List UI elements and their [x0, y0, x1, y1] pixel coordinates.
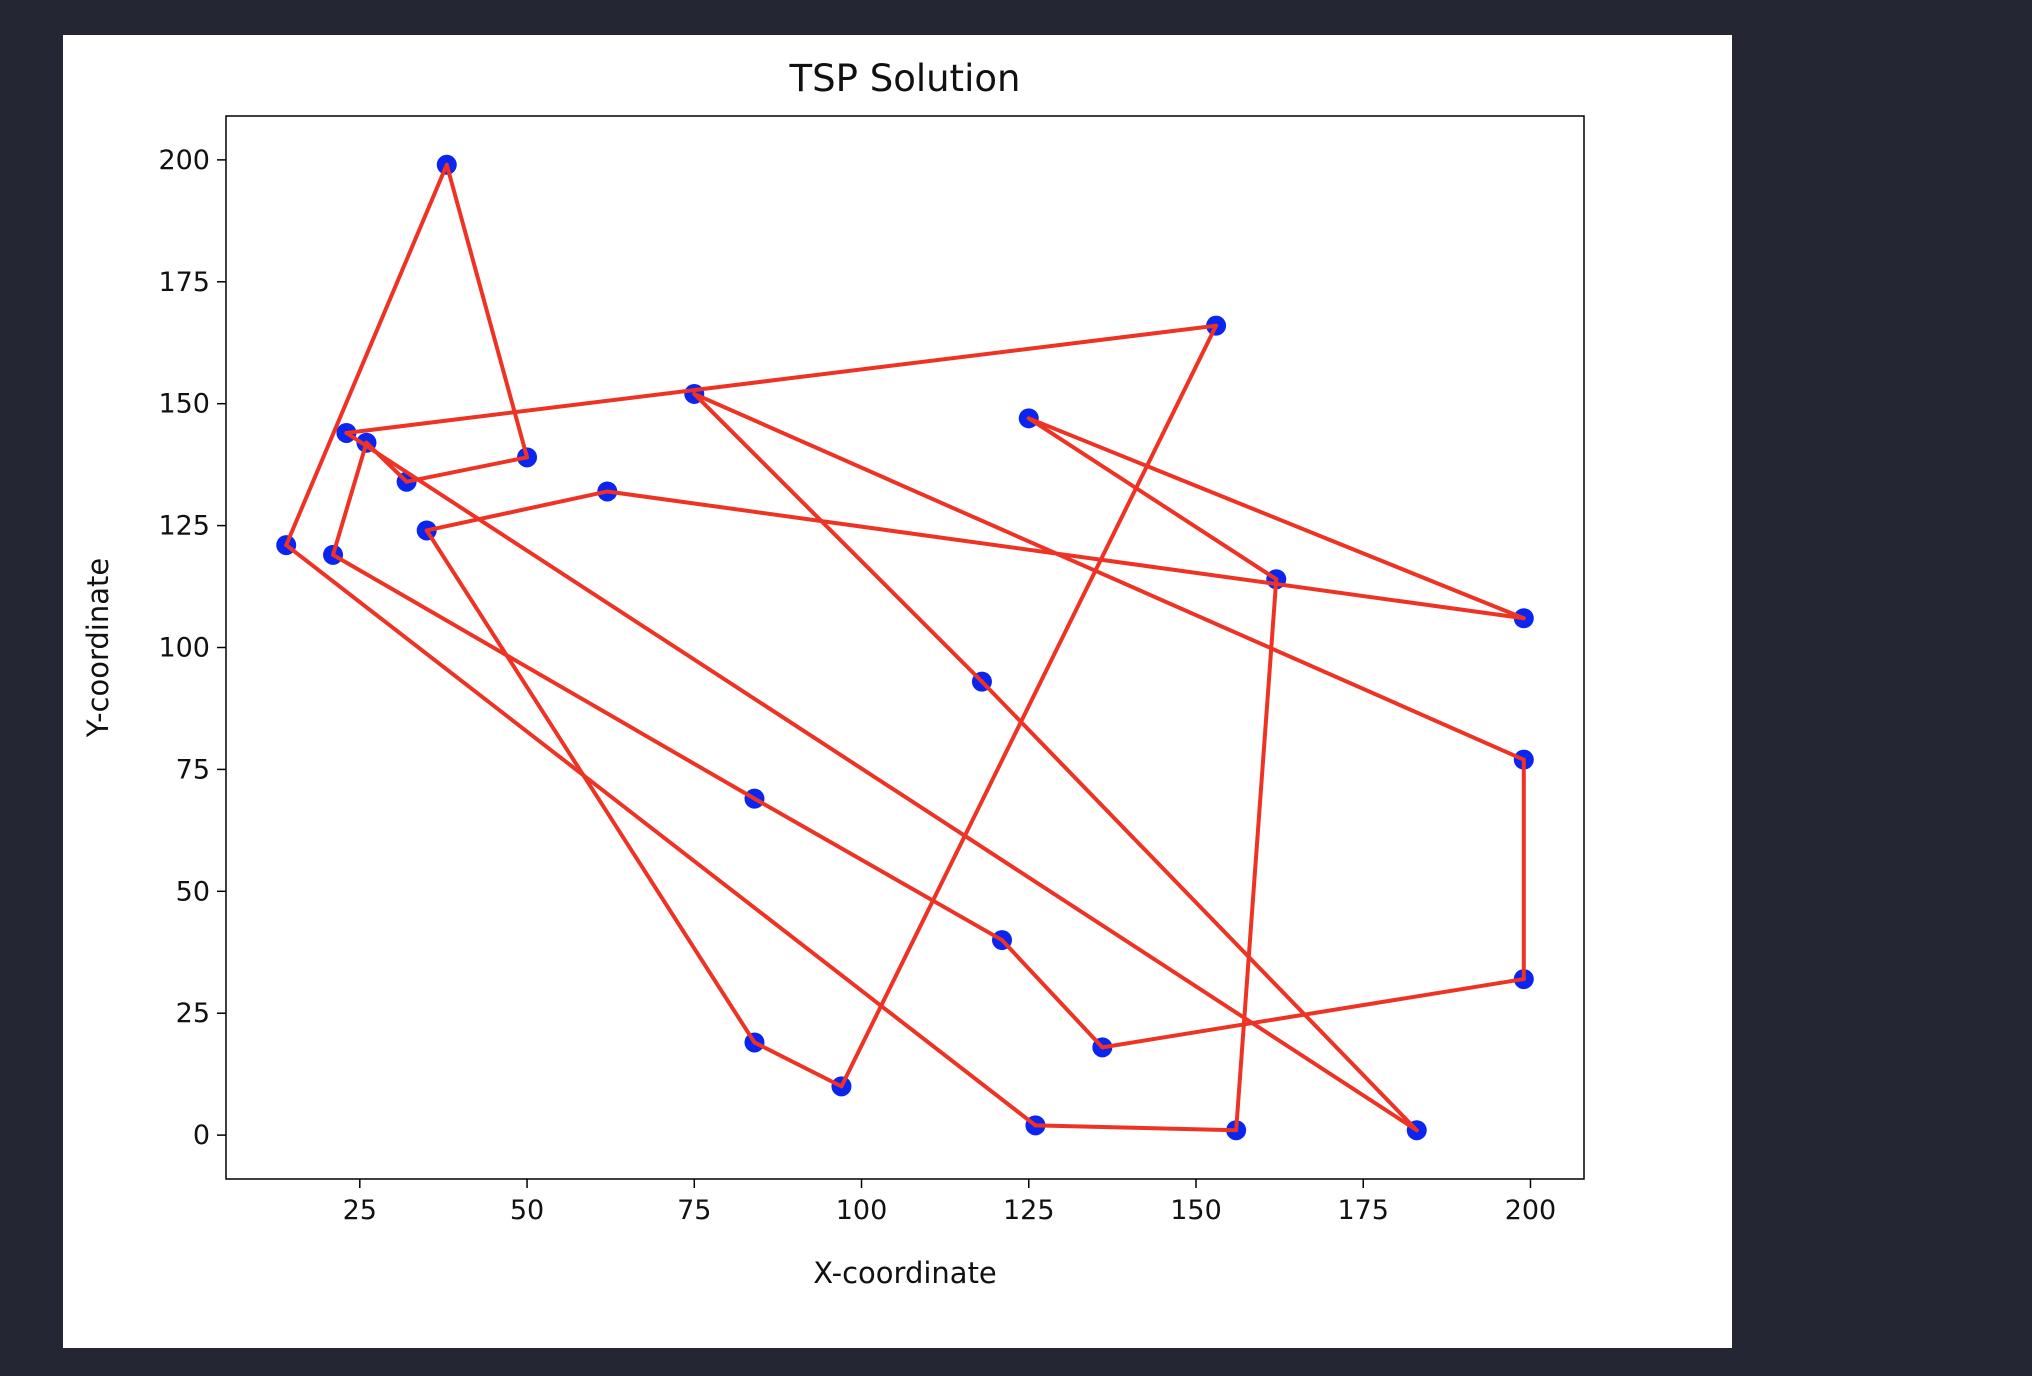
y-tick-label: 50: [176, 876, 210, 907]
x-tick-label: 175: [1337, 1195, 1389, 1226]
route-segment: [1026, 416, 1279, 582]
x-axis-label: X-coordinate: [813, 1256, 997, 1290]
chart-title: TSP Solution: [789, 57, 1021, 100]
route-segment: [424, 528, 757, 1045]
x-axis: 25 50 75 100 125 150 175 200: [343, 1179, 1557, 1226]
y-tick-label: 175: [158, 267, 210, 298]
y-tick-label: 100: [158, 633, 210, 664]
route-segment: [1100, 977, 1526, 1050]
x-tick-label: 25: [343, 1195, 377, 1226]
chart-figure: TSP Solution 25 50 75 100 125 150 175 200 0 25 50…: [63, 35, 1732, 1348]
x-tick-label: 125: [1003, 1195, 1055, 1226]
route-segment: [752, 1040, 844, 1089]
route-segment: [1026, 416, 1526, 621]
x-tick-label: 150: [1170, 1195, 1222, 1226]
route-layer: [284, 162, 1526, 1133]
route-segment: [424, 489, 610, 533]
route-segment: [752, 796, 1004, 943]
y-tick-label: 75: [176, 754, 210, 785]
route-segment: [344, 323, 1219, 435]
route-segment: [331, 440, 369, 557]
route-segment: [344, 430, 1419, 1133]
route-segment: [692, 391, 1526, 762]
route-segment: [331, 552, 757, 801]
route-segment: [444, 162, 530, 460]
route-segment: [284, 162, 449, 548]
x-tick-label: 200: [1505, 1195, 1557, 1226]
y-axis: 0 25 50 75 100 125 150 175 200: [158, 145, 226, 1151]
y-tick-label: 0: [193, 1120, 210, 1151]
route-segment: [979, 679, 1419, 1133]
tsp-chart: TSP Solution 25 50 75 100 125 150 175 200 0 25 50…: [81, 57, 1585, 1290]
y-tick-label: 200: [158, 145, 210, 176]
x-tick-label: 75: [677, 1195, 711, 1226]
y-tick-label: 125: [158, 511, 210, 542]
route-segment: [692, 391, 984, 684]
route-segment: [1234, 577, 1279, 1133]
x-tick-label: 50: [510, 1195, 544, 1226]
y-tick-label: 25: [176, 998, 210, 1029]
y-axis-label: Y-coordinate: [81, 558, 115, 738]
plot-area: [225, 115, 1585, 1180]
route-segment: [1033, 1123, 1239, 1133]
route-segment: [605, 489, 1526, 621]
route-segment: [1000, 938, 1105, 1050]
route-segment: [839, 323, 1219, 1089]
y-tick-label: 150: [158, 389, 210, 420]
route-segment: [284, 543, 1038, 1128]
x-tick-label: 100: [836, 1195, 888, 1226]
route-segment: [404, 455, 530, 484]
